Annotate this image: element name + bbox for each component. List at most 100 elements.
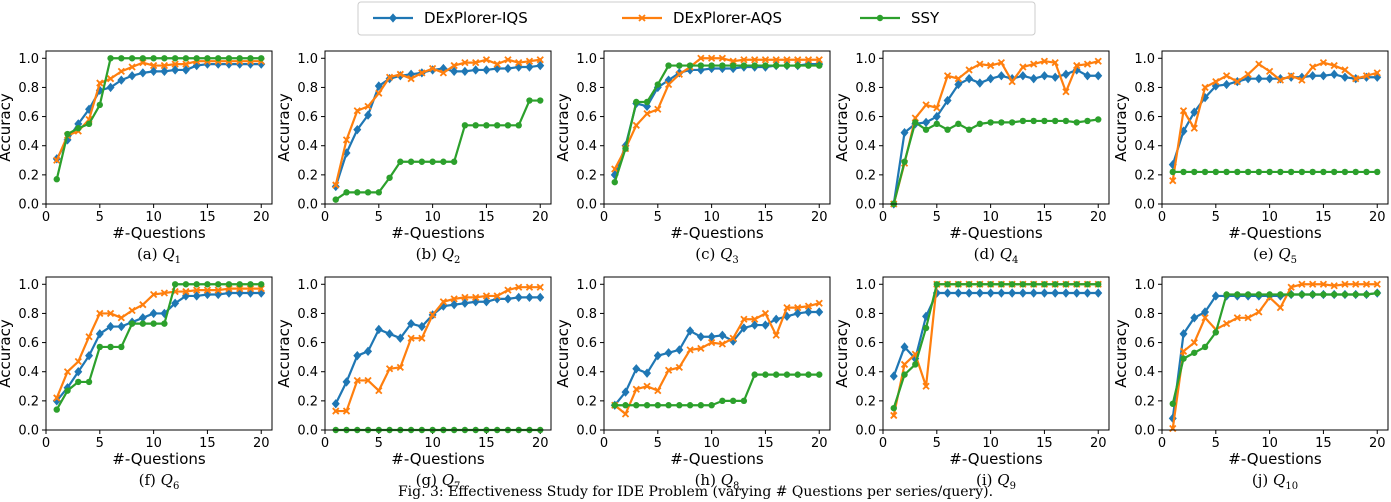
data-point — [1201, 343, 1209, 351]
data-point — [654, 387, 662, 395]
x-tick-label: 15 — [757, 436, 774, 451]
data-point — [1374, 289, 1381, 297]
data-point — [64, 130, 71, 138]
y-axis-label: Accuracy — [275, 93, 293, 162]
data-point — [149, 66, 158, 77]
x-axis-label: #-Questions — [112, 224, 206, 242]
x-tick-label: 10 — [424, 436, 441, 451]
subplot-7: 0.0 0.2 0.4 0.6 0.8 1.0 0 5 10 15 20 #-Questions Acc… — [275, 276, 552, 492]
data-point — [793, 308, 802, 319]
data-point — [729, 334, 737, 342]
data-point — [901, 158, 908, 165]
y-tick-label: 0.0 — [297, 198, 318, 213]
data-point — [708, 402, 715, 409]
data-point — [1051, 59, 1059, 67]
data-point — [1223, 291, 1230, 298]
data-point — [1298, 76, 1306, 84]
data-point — [697, 54, 705, 62]
x-axis-label: #-Questions — [1228, 224, 1322, 242]
data-point — [622, 402, 629, 409]
data-point — [354, 189, 361, 196]
data-point — [1094, 288, 1103, 298]
data-point — [1308, 71, 1317, 81]
data-point — [150, 320, 157, 327]
subplot-5: 0.0 0.2 0.4 0.6 0.8 1.0 0 5 10 15 20 #-Questions Acc… — [1112, 50, 1389, 266]
x-tick-label: 5 — [375, 436, 383, 451]
data-point — [139, 55, 147, 62]
x-tick-label: 0 — [321, 436, 329, 451]
data-point — [676, 402, 683, 409]
series-line — [613, 310, 820, 406]
data-point — [397, 158, 404, 165]
data-point — [1266, 168, 1273, 176]
y-tick-label: 0.2 — [576, 394, 597, 409]
data-point — [331, 399, 340, 409]
subplot-8: 0.0 0.2 0.4 0.6 0.8 1.0 0 5 10 15 20 #-Questions Acc… — [554, 276, 831, 492]
series-line — [613, 57, 820, 170]
data-point — [53, 406, 60, 413]
data-point — [965, 66, 973, 74]
data-point — [182, 281, 190, 288]
y-tick-label: 0.2 — [576, 168, 597, 183]
data-point — [149, 290, 158, 299]
data-point — [1029, 288, 1038, 298]
data-point — [407, 75, 415, 83]
data-point — [1061, 288, 1070, 298]
data-point — [171, 60, 179, 68]
subplot-6: 0.0 0.2 0.4 0.6 0.8 1.0 0 5 10 15 20 #-Questions Acc… — [0, 276, 273, 492]
x-axis-label: #-Questions — [391, 450, 485, 468]
plot-frame — [603, 276, 831, 431]
data-point — [182, 287, 190, 296]
series-line — [55, 287, 262, 399]
x-tick-label: 0 — [321, 210, 329, 225]
data-point — [428, 311, 437, 319]
data-point — [493, 60, 501, 68]
data-point — [106, 82, 115, 93]
data-point — [342, 407, 351, 415]
data-point — [1190, 338, 1198, 347]
y-tick-label: 1.0 — [1134, 52, 1155, 67]
y-axis-label: Accuracy — [554, 93, 572, 162]
data-point — [1373, 69, 1381, 77]
legend: DExPlorer-IQS DExPlorer-AQS SSY — [357, 1, 1036, 36]
data-point — [1320, 291, 1327, 298]
data-point — [128, 71, 137, 81]
data-point — [718, 340, 727, 348]
y-tick-label: 0.0 — [18, 198, 39, 213]
data-point — [1062, 117, 1070, 125]
data-point — [804, 307, 813, 317]
data-point — [1287, 168, 1295, 176]
legend-marker-0 — [389, 13, 397, 23]
data-point — [53, 394, 61, 402]
data-point — [1041, 281, 1048, 288]
data-point — [214, 286, 222, 294]
data-point — [815, 56, 823, 64]
subplot-caption: (f) Q6 — [139, 471, 180, 492]
subplot-10: 0.0 0.2 0.4 0.6 0.8 1.0 0 5 10 15 20 #-Questions Acc… — [1112, 276, 1389, 492]
x-tick-label: 0 — [1158, 210, 1166, 225]
data-point — [1234, 291, 1241, 298]
y-tick-label: 0.8 — [576, 81, 597, 96]
data-point — [686, 346, 694, 354]
data-point — [396, 70, 404, 78]
data-point — [214, 281, 222, 288]
data-point — [407, 318, 416, 329]
data-point — [525, 57, 534, 65]
data-point — [1201, 307, 1210, 317]
data-point — [139, 301, 147, 309]
y-tick-label: 0.0 — [576, 424, 597, 439]
subplot-1: 0.0 0.2 0.4 0.6 0.8 1.0 0 5 10 15 20 #-Questions Acc… — [0, 50, 273, 266]
data-point — [1244, 168, 1252, 176]
series-line — [1171, 283, 1378, 429]
data-point — [1094, 71, 1103, 81]
data-point — [889, 371, 898, 381]
data-point — [611, 402, 618, 409]
data-point — [654, 105, 662, 113]
data-point — [805, 62, 812, 69]
data-point — [417, 321, 426, 332]
data-point — [954, 75, 962, 83]
x-axis-label: #-Questions — [670, 224, 764, 242]
data-point — [1083, 71, 1092, 81]
x-axis-label: #-Questions — [112, 450, 206, 468]
data-point — [482, 56, 491, 64]
